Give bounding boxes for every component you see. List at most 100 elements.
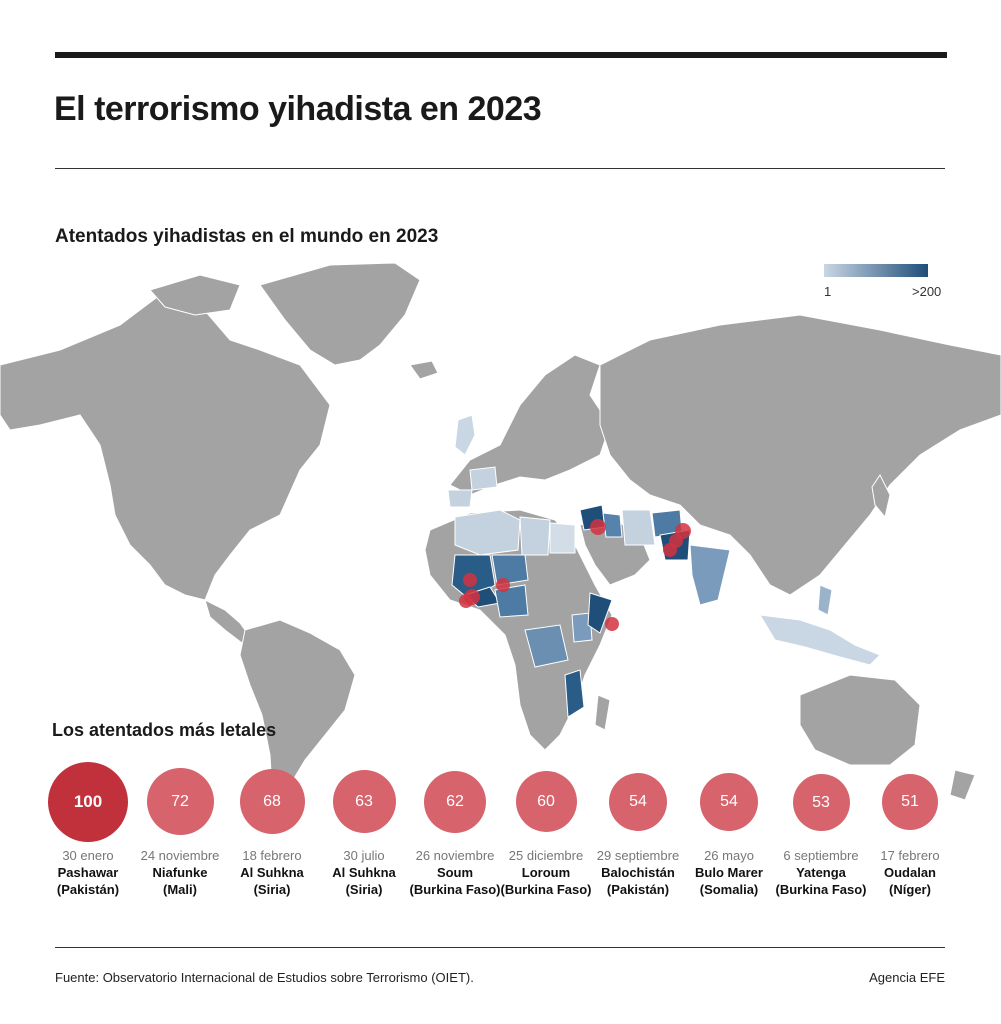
attack-country: (Níger) <box>889 882 931 897</box>
death-toll-bubble: 63 <box>332 770 396 833</box>
source-note: Fuente: Observatorio Internacional de Es… <box>55 970 474 985</box>
japan-land <box>871 474 891 519</box>
attack-date: 6 septiembre <box>783 848 859 863</box>
country-algeria <box>454 509 521 556</box>
attack-item: 68 18 febrero Al Suhkna (Siria) <box>212 762 332 898</box>
attack-date: 17 febrero <box>880 848 940 863</box>
asia-land <box>599 314 1001 596</box>
attack-marker-loroum <box>459 594 473 608</box>
attack-item: 62 26 noviembre Soum (Burkina Faso) <box>395 762 515 898</box>
country-somalia <box>587 592 613 634</box>
legend-gradient-bar <box>824 264 928 277</box>
attack-date: 26 mayo <box>704 848 754 863</box>
attack-item: 53 6 septiembre Yatenga (Burkina Faso) <box>761 762 881 898</box>
new-zealand-land <box>949 769 976 801</box>
footer-divider <box>55 947 945 948</box>
attack-item: 72 24 noviembre Niafunke (Mali) <box>120 762 240 898</box>
attack-date: 18 febrero <box>242 848 302 863</box>
iceland-land <box>409 360 439 380</box>
death-toll-value: 53 <box>812 793 830 811</box>
death-toll-value: 54 <box>629 793 647 810</box>
death-toll-value: 100 <box>73 792 103 811</box>
agency-credit: Agencia EFE <box>869 970 945 985</box>
north-america-land <box>0 294 331 601</box>
death-toll-value: 68 <box>263 792 281 810</box>
death-toll-bubble: 62 <box>424 771 486 833</box>
attack-place: Niafunke <box>152 865 208 880</box>
attack-place: Yatenga <box>796 865 846 880</box>
arctic-islands-land <box>149 274 241 316</box>
death-toll-value: 54 <box>720 793 738 810</box>
attack-place: Al Suhkna <box>240 865 304 880</box>
death-toll-bubble: 54 <box>700 773 758 831</box>
attack-date: 26 noviembre <box>415 848 495 863</box>
attack-date: 30 enero <box>62 848 114 863</box>
death-toll-value: 63 <box>355 792 373 810</box>
attack-country: (Pakistán) <box>606 882 670 897</box>
death-toll-value: 51 <box>901 793 919 810</box>
southeast-asia-islands <box>759 614 881 666</box>
death-toll-bubble: 60 <box>515 771 577 832</box>
attack-item: 60 25 diciembre Loroum (Burkina Faso) <box>486 762 606 898</box>
title-divider <box>55 168 945 169</box>
attack-country: (Burkina Faso) <box>409 882 501 897</box>
attack-place: Pashawar <box>57 865 119 880</box>
death-toll-bubble: 51 <box>882 774 938 830</box>
country-india <box>689 544 731 606</box>
country-egypt <box>549 522 576 554</box>
uk-land <box>454 414 476 456</box>
death-toll-bubble: 54 <box>609 773 667 831</box>
attack-place: Bulo Marer <box>695 865 763 880</box>
map-legend: 1 >200 <box>824 264 944 300</box>
attack-marker-oudalan <box>496 578 510 592</box>
attack-item: 51 17 febrero Oudalan (Níger) <box>850 762 970 898</box>
country-niger <box>491 554 529 586</box>
map-title: Atentados yihadistas en el mundo en 2023 <box>55 226 439 247</box>
legend-max-label: >200 <box>912 284 942 299</box>
attack-country: (Siria) <box>345 882 383 897</box>
death-toll-bubble: 68 <box>239 769 305 834</box>
australia-land <box>799 674 921 766</box>
country-spain <box>447 489 473 508</box>
attack-country: (Burkina Faso) <box>775 882 867 897</box>
country-france <box>469 466 498 491</box>
death-toll-bubble: 100 <box>48 762 128 842</box>
attack-country: (Somalia) <box>699 882 759 897</box>
attack-item: 63 30 julio Al Suhkna (Siria) <box>304 762 424 898</box>
country-nigeria <box>494 584 529 618</box>
country-philippines <box>817 584 833 616</box>
attack-place: Soum <box>436 865 474 880</box>
attack-place: Loroum <box>521 865 571 880</box>
madagascar-land <box>594 694 611 731</box>
page-title: El terrorismo yihadista en 2023 <box>54 90 542 128</box>
attack-country: (Siria) <box>253 882 291 897</box>
lethal-attacks-list: 100 30 enero Pashawar (Pakistán) 72 24 n… <box>40 762 960 902</box>
lethal-attacks-title: Los atentados más letales <box>52 720 277 740</box>
death-toll-value: 62 <box>446 793 464 810</box>
attack-marker-bulo-marer <box>605 617 619 631</box>
legend-min-label: 1 <box>824 284 832 299</box>
attack-date: 29 septiembre <box>596 848 680 863</box>
attack-marker-pakistan-2 <box>669 534 683 548</box>
country-dr-congo <box>524 624 569 668</box>
death-toll-bubble: 53 <box>792 774 850 831</box>
attack-country: (Pakistán) <box>56 882 120 897</box>
attack-country: (Burkina Faso) <box>500 882 592 897</box>
attack-marker-al-suhkna <box>590 519 606 535</box>
attack-place: Al Suhkna <box>332 865 396 880</box>
death-toll-value: 60 <box>537 792 555 810</box>
world-map <box>0 255 1001 815</box>
death-toll-value: 72 <box>171 792 189 810</box>
country-mozambique <box>564 669 585 718</box>
attack-place: Oudalan <box>883 865 936 880</box>
attack-item: 54 29 septiembre Balochistán (Pakistán) <box>578 762 698 898</box>
greenland-land <box>259 262 421 366</box>
attack-date: 30 julio <box>343 848 385 863</box>
death-toll-bubble: 72 <box>146 768 214 835</box>
country-kenya <box>571 612 593 643</box>
top-rule <box>55 52 947 58</box>
country-iran <box>621 509 656 546</box>
attack-marker-niafunke <box>463 573 477 587</box>
attack-place: Balochistán <box>601 865 675 880</box>
country-iraq <box>602 512 623 538</box>
